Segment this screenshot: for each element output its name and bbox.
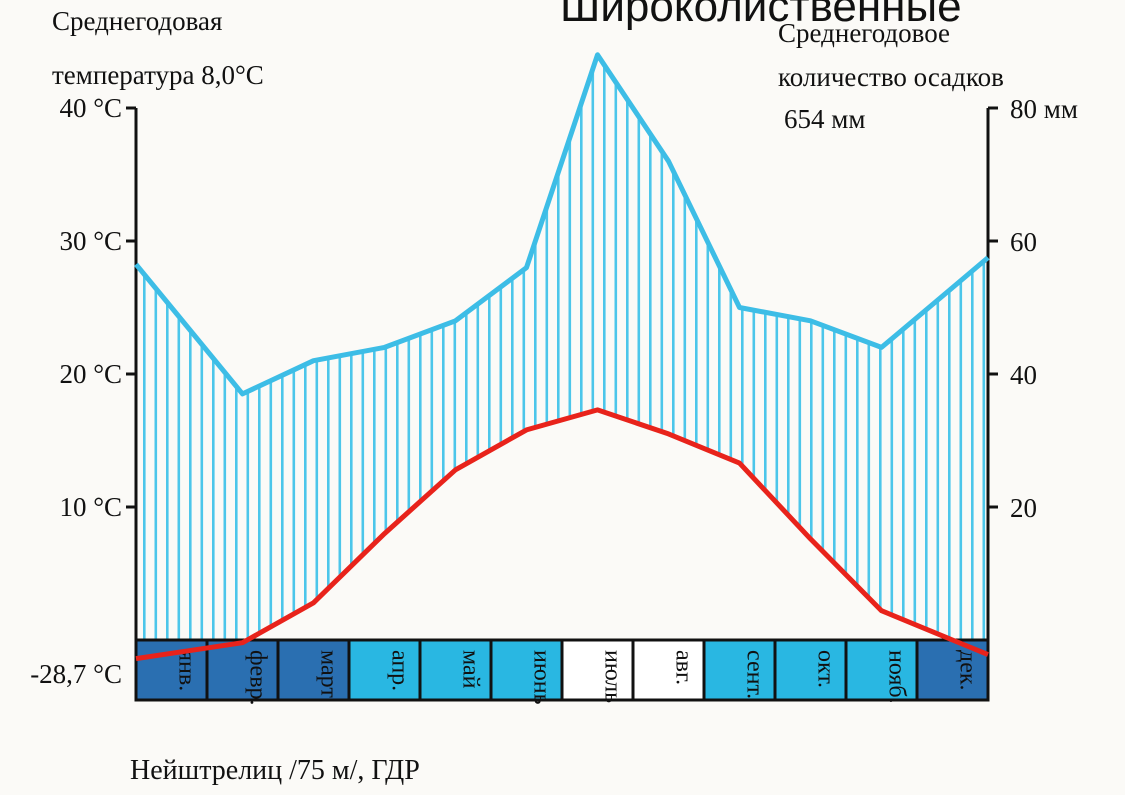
left-tick-label: 30 °С — [59, 226, 122, 256]
precipitation-point — [596, 53, 599, 57]
left-tick-label: 20 °С — [59, 359, 122, 389]
temperature-point — [312, 601, 315, 605]
month-label: май — [458, 650, 484, 689]
month-label: нояб. — [884, 650, 910, 704]
precipitation-point — [667, 159, 670, 163]
precipitation-point — [951, 286, 954, 290]
month-cell — [773, 638, 848, 702]
right-tick-label: 60 — [1010, 227, 1037, 257]
precipitation-point — [525, 266, 528, 270]
precipitation-point — [241, 392, 244, 396]
month-label: февр. — [245, 650, 271, 706]
temp-annotation-line1: Среднегодовая — [52, 6, 223, 36]
temperature-point — [525, 428, 528, 432]
temperature-point — [667, 432, 670, 436]
temperature-point — [809, 537, 812, 541]
left-min-label: -28,7 °С — [30, 659, 122, 689]
precipitation-area — [136, 54, 988, 659]
temperature-point — [880, 609, 883, 613]
month-cell — [560, 638, 635, 702]
precipitation-point — [809, 319, 812, 323]
precip-annotation-line2: количество осадков — [778, 62, 1004, 92]
temperature-point — [241, 641, 244, 645]
precip-annotation-line3: 654 мм — [784, 104, 866, 134]
top-right-partial-title: Широколиственные — [560, 0, 962, 31]
month-label: июнь — [529, 650, 555, 705]
month-label: апр. — [387, 650, 413, 691]
month-label: март — [316, 650, 342, 698]
precipitation-point — [880, 345, 883, 349]
precip-annotation-line1: Среднегодовое — [778, 18, 951, 48]
temperature-point — [738, 461, 741, 465]
month-cell — [844, 638, 919, 702]
month-label: сент. — [742, 650, 768, 699]
station-caption: Нейштрелиц /75 м/, ГДР — [130, 755, 420, 786]
month-label: окт. — [813, 650, 839, 688]
month-cell — [631, 638, 706, 702]
precipitation-point — [738, 306, 741, 309]
temperature-point — [170, 651, 173, 655]
month-label: авг. — [671, 650, 697, 685]
left-tick-label: 40 °С — [59, 93, 122, 123]
month-cell — [418, 638, 493, 702]
precipitation-point — [312, 359, 315, 363]
right-tick-label: 40 — [1010, 360, 1037, 390]
temperature-point — [951, 638, 954, 642]
month-label: дек. — [955, 650, 981, 691]
precipitation-point — [170, 306, 173, 309]
month-label: янв. — [174, 650, 200, 691]
right-tick-label: 80 мм — [1010, 94, 1078, 124]
temperature-point — [596, 408, 599, 412]
temperature-point — [454, 468, 457, 472]
month-label: июль — [600, 650, 626, 703]
left-tick-label: 10 °С — [59, 492, 122, 522]
precipitation-point — [454, 319, 457, 323]
precipitation-point — [383, 345, 386, 349]
temperature-point — [383, 532, 386, 536]
temp-annotation-line2: температура 8,0°С — [52, 60, 264, 90]
right-tick-label: 20 — [1010, 493, 1037, 523]
precipitation-line — [134, 52, 990, 397]
temperature-line — [135, 407, 989, 662]
